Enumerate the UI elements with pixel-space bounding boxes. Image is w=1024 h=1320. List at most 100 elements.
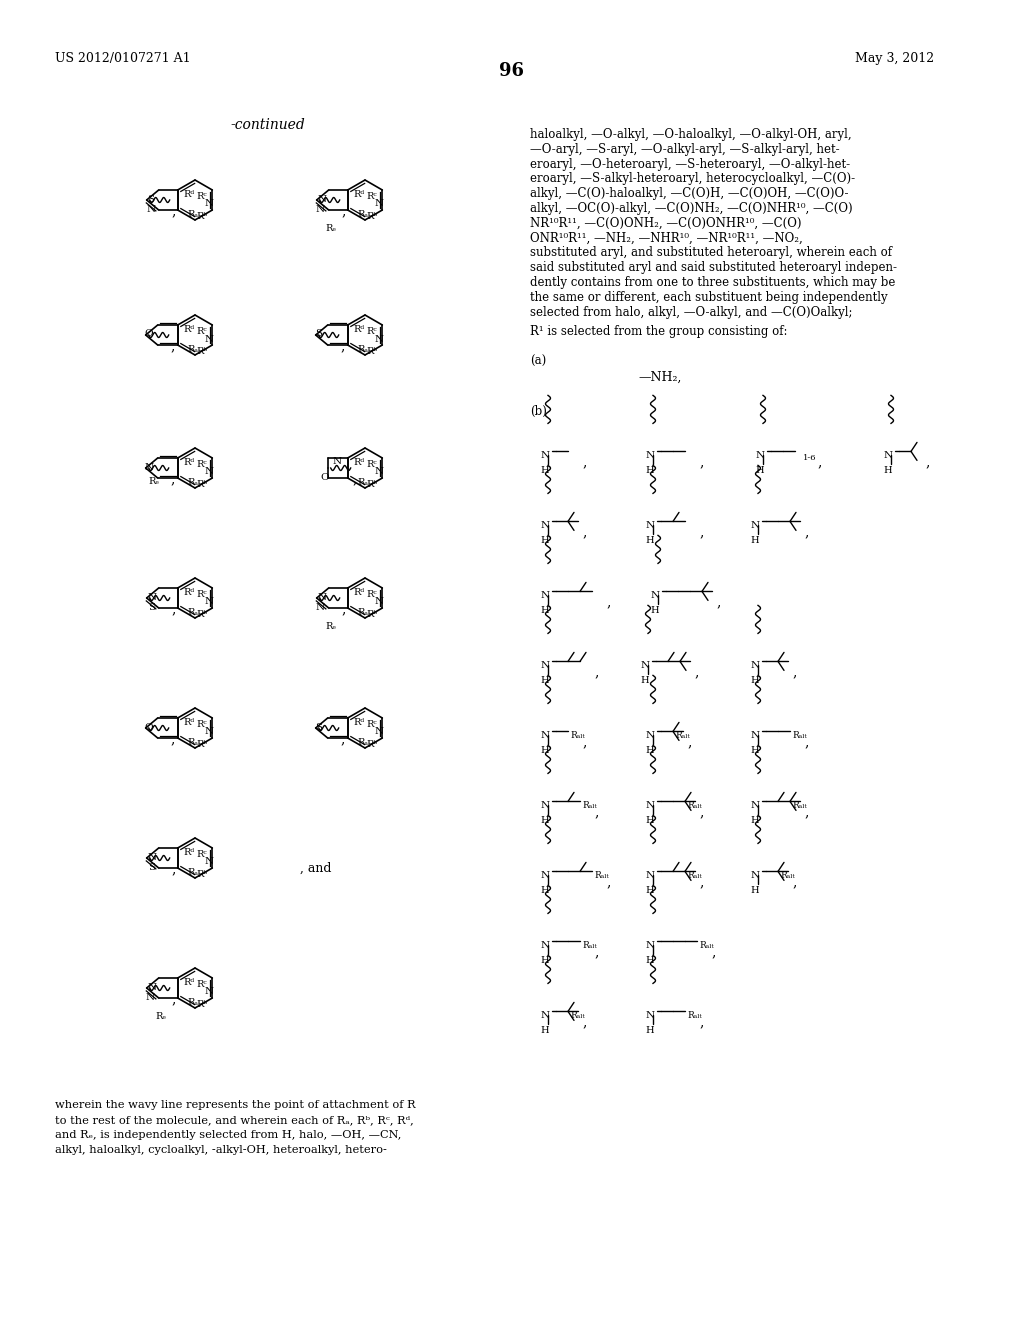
Text: N: N (541, 941, 550, 950)
Text: Rᵈ: Rᵈ (183, 587, 195, 597)
Text: Rₐ: Rₐ (187, 738, 199, 747)
Text: Rᵇ: Rᵇ (367, 480, 378, 488)
Text: H: H (541, 746, 549, 755)
Text: ,: , (582, 735, 587, 750)
Text: N: N (375, 598, 384, 606)
Text: N: N (332, 458, 341, 466)
Text: N: N (375, 199, 384, 209)
Text: N: N (541, 451, 550, 459)
Text: ,: , (792, 665, 797, 680)
Text: H: H (541, 466, 549, 475)
Text: N: N (147, 853, 157, 862)
Text: N: N (205, 334, 214, 343)
Text: Rᵇ: Rᵇ (367, 347, 378, 356)
Text: Rᵈ: Rᵈ (353, 458, 365, 467)
Text: N: N (147, 593, 157, 602)
Text: Rᶜ: Rᶜ (197, 590, 207, 599)
Text: H: H (646, 746, 654, 755)
Text: alkyl, —OC(O)-alkyl, —C(O)NH₂, —C(O)NHR¹⁰, —C(O): alkyl, —OC(O)-alkyl, —C(O)NH₂, —C(O)NHR¹… (530, 202, 853, 215)
Text: Rᵈ: Rᵈ (183, 458, 195, 467)
Text: H: H (646, 536, 654, 545)
Text: Rₐₗₜ: Rₐₗₜ (582, 801, 597, 810)
Text: Rᵇ: Rᵇ (367, 213, 378, 220)
Text: S: S (148, 602, 156, 611)
Text: said substituted aryl and said substituted heteroaryl indepen-: said substituted aryl and said substitut… (530, 261, 897, 275)
Text: N: N (145, 993, 155, 1002)
Text: N: N (375, 727, 384, 737)
Text: N: N (645, 731, 654, 741)
Text: ,: , (172, 862, 176, 876)
Text: Rᵈ: Rᵈ (353, 587, 365, 597)
Text: Rₐ: Rₐ (357, 345, 369, 354)
Text: Rᵇ: Rᵇ (367, 610, 378, 619)
Text: N: N (205, 858, 214, 866)
Text: ,: , (699, 875, 703, 890)
Text: dently contains from one to three substituents, which may be: dently contains from one to three substi… (530, 276, 895, 289)
Text: alkyl, haloalkyl, cycloalkyl, -alkyl-OH, heteroalkyl, hetero-: alkyl, haloalkyl, cycloalkyl, -alkyl-OH,… (55, 1144, 387, 1155)
Text: the same or different, each substituent being independently: the same or different, each substituent … (530, 290, 888, 304)
Text: N: N (645, 1011, 654, 1020)
Text: Rᵇ: Rᵇ (197, 480, 208, 488)
Text: ,: , (925, 455, 930, 470)
Text: Rᵈ: Rᵈ (183, 325, 195, 334)
Text: N: N (756, 451, 765, 459)
Text: ,: , (172, 602, 176, 616)
Text: H: H (751, 887, 760, 895)
Text: N: N (375, 334, 384, 343)
Text: N: N (751, 801, 760, 810)
Text: ,: , (172, 993, 176, 1006)
Text: H: H (541, 676, 549, 685)
Text: Rₑ: Rₑ (148, 477, 160, 486)
Text: Rₐ: Rₐ (357, 738, 369, 747)
Text: ,: , (699, 525, 703, 540)
Text: ,: , (342, 205, 346, 218)
Text: H: H (541, 606, 549, 615)
Text: N: N (541, 801, 550, 810)
Text: Rₐ: Rₐ (187, 345, 199, 354)
Text: Rₐₗₜ: Rₐₗₜ (675, 731, 690, 741)
Text: , and: , and (300, 862, 332, 875)
Text: ,: , (711, 945, 716, 960)
Text: ,: , (171, 733, 175, 746)
Text: (a): (a) (530, 355, 546, 368)
Text: N: N (205, 199, 214, 209)
Text: H: H (646, 1027, 654, 1035)
Text: N: N (315, 205, 325, 214)
Text: Rₐ: Rₐ (187, 998, 199, 1007)
Text: N: N (650, 591, 659, 599)
Text: ,: , (804, 805, 808, 820)
Text: Rᶜ: Rᶜ (197, 191, 207, 201)
Text: Rₐₗₜ: Rₐₗₜ (594, 871, 608, 880)
Text: alkyl, —C(O)-haloalkyl, —C(O)H, —C(O)OH, —C(O)O-: alkyl, —C(O)-haloalkyl, —C(O)H, —C(O)OH,… (530, 187, 849, 201)
Text: N: N (541, 661, 550, 671)
Text: H: H (884, 466, 892, 475)
Text: ,: , (606, 595, 610, 610)
Text: H: H (541, 957, 549, 965)
Text: ,: , (817, 455, 821, 470)
Text: ,: , (694, 665, 698, 680)
Text: to the rest of the molecule, and wherein each of Rₐ, Rᵇ, Rᶜ, Rᵈ,: to the rest of the molecule, and wherein… (55, 1115, 414, 1125)
Text: Rᶜ: Rᶜ (367, 459, 377, 469)
Text: Rᵈ: Rᵈ (353, 718, 365, 727)
Text: ONR¹⁰R¹¹, —NH₂, —NHR¹⁰, —NR¹⁰R¹¹, —NO₂,: ONR¹⁰R¹¹, —NH₂, —NHR¹⁰, —NR¹⁰R¹¹, —NO₂, (530, 231, 803, 244)
Text: 1-6: 1-6 (803, 454, 816, 462)
Text: Rᵇ: Rᵇ (197, 610, 208, 619)
Text: (b): (b) (530, 405, 547, 418)
Text: N: N (146, 205, 156, 214)
Text: ,: , (171, 473, 175, 486)
Text: Rᶜ: Rᶜ (367, 191, 377, 201)
Text: Rₐₗₜ: Rₐₗₜ (582, 941, 597, 950)
Text: Rₐₗₜ: Rₐₗₜ (792, 801, 807, 810)
Text: R¹ is selected from the group consisting of:: R¹ is selected from the group consisting… (530, 326, 787, 338)
Text: H: H (541, 536, 549, 545)
Text: O: O (321, 473, 329, 482)
Text: H: H (541, 887, 549, 895)
Text: N: N (645, 521, 654, 529)
Text: H: H (646, 887, 654, 895)
Text: S: S (147, 194, 155, 203)
Text: ,: , (582, 525, 587, 540)
Text: N: N (541, 731, 550, 741)
Text: —O-aryl, —S-aryl, —O-alkyl-aryl, —S-alkyl-aryl, het-: —O-aryl, —S-aryl, —O-alkyl-aryl, —S-alky… (530, 143, 840, 156)
Text: and Rₑ, is independently selected from H, halo, —OH, —CN,: and Rₑ, is independently selected from H… (55, 1130, 401, 1140)
Text: N: N (541, 591, 550, 599)
